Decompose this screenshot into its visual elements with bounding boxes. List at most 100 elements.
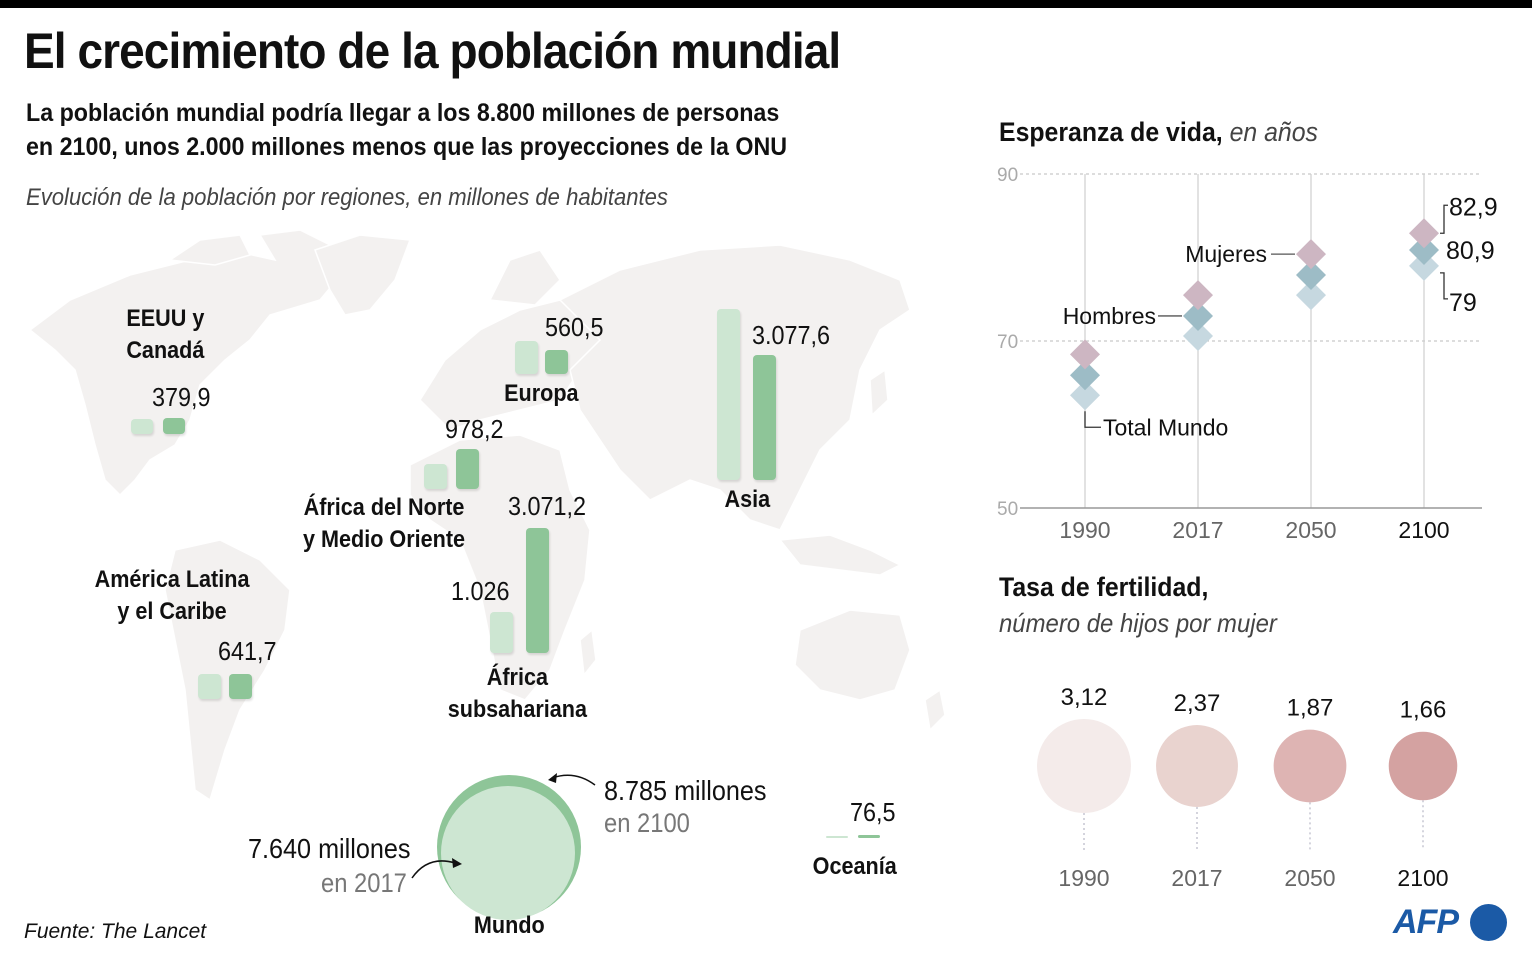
- life-expectancy-chart: 50 70 90 1990 2017 2050 2100 Mujeres Hombres Tota…: [997, 165, 1498, 543]
- arrow-2017: [411, 860, 456, 879]
- land-se-asia: [778, 534, 902, 576]
- fertility-subtitle: número de hijos por mujer: [999, 608, 1277, 638]
- region-name-line: y el Caribe: [117, 598, 227, 625]
- region-label-asia: Asia: [724, 486, 771, 513]
- world-circle-2017: [441, 786, 575, 920]
- bracket-total-2100: [1440, 272, 1448, 300]
- top-bar: [0, 0, 1532, 8]
- region-label-europe: Europa: [504, 380, 579, 407]
- land-greenland: [314, 234, 412, 316]
- region-name-line: América Latina: [94, 566, 250, 593]
- fertility-year-label: 2017: [1171, 865, 1222, 891]
- x-tick-label: 2050: [1285, 517, 1336, 543]
- bracket-mujeres-2100: [1440, 204, 1448, 234]
- arrowhead-2017: [452, 858, 462, 868]
- value-label-mujeres-2100: 82,9: [1449, 193, 1498, 221]
- world-sub-2100: en 2100: [604, 808, 690, 838]
- fertility-value-label: 3,12: [1061, 684, 1108, 711]
- y-tick-label: 70: [997, 332, 1018, 353]
- fertility-value-label: 2,37: [1174, 690, 1221, 717]
- map-caption: Evolución de la población por regiones, …: [26, 184, 668, 211]
- bar-usa-canada-2017: [131, 419, 153, 434]
- value-label-usa-canada-2100: 379,9: [152, 382, 211, 412]
- land-south-america: [164, 539, 291, 802]
- bar-ssa-2100: [526, 528, 549, 653]
- diamond-hombres: [1183, 300, 1213, 331]
- value-label-latin-america-2100: 641,7: [218, 636, 277, 666]
- fertility-year-label: 1990: [1058, 865, 1109, 891]
- region-name-line: EEUU y: [126, 305, 205, 332]
- series-label-total: Total Mundo: [1103, 414, 1228, 440]
- fertility-bubble-1990: [1037, 719, 1131, 813]
- value-label-oceania-2100: 76,5: [850, 797, 896, 827]
- world-label-2100: 8.785 millones: [604, 775, 767, 806]
- region-name-line: Canadá: [126, 337, 205, 364]
- bar-usa-canada-2100: [163, 418, 185, 434]
- diamond-hombres: [1296, 260, 1326, 291]
- diamond-mujeres: [1409, 218, 1439, 249]
- region-name-line: subsahariana: [447, 696, 587, 723]
- y-tick-label: 90: [997, 165, 1018, 186]
- afp-logo-text: AFP: [1393, 903, 1459, 941]
- land-scandinavia: [488, 249, 561, 306]
- land-madagascar: [579, 628, 597, 677]
- x-tick-label: 2100: [1398, 517, 1449, 543]
- bar-asia-2100: [753, 355, 776, 480]
- life-title-unit: en años: [1229, 117, 1318, 147]
- diamond-total-mundo: [1183, 320, 1213, 351]
- fertility-bubble-2050: [1273, 729, 1347, 803]
- diamond-hombres: [1409, 234, 1439, 265]
- page-title: El crecimiento de la población mundial: [24, 23, 841, 79]
- fertility-year-label: 2050: [1284, 865, 1335, 891]
- diamond-mujeres: [1183, 280, 1213, 311]
- bar-north-africa-2100: [456, 449, 479, 489]
- value-label-ssa-2017: 1.026: [451, 576, 510, 606]
- region-name-line: y Medio Oriente: [303, 526, 466, 553]
- world-arrows: [411, 773, 596, 879]
- leader-line-total: [1084, 411, 1101, 428]
- value-label-ssa-2100: 3.071,2: [508, 491, 587, 521]
- diamond-total-mundo: [1296, 280, 1326, 311]
- bar-europe-2017: [515, 341, 538, 374]
- region-name-line: África del Norte: [303, 494, 465, 521]
- bar-oceania-2100: [858, 835, 880, 838]
- value-label-europe-2100: 560,5: [545, 312, 604, 342]
- world-sub-2017: en 2017: [321, 868, 407, 898]
- bar-asia-2017: [717, 309, 740, 480]
- fertility-title: Tasa de fertilidad,: [999, 572, 1209, 602]
- value-label-total-2100: 79: [1449, 289, 1477, 317]
- subtitle-line-2: en 2100, unos 2.000 millones menos que l…: [26, 133, 788, 161]
- bar-europe-2100: [545, 350, 568, 374]
- world-label: Mundo: [473, 912, 545, 939]
- world-label-2017: 7.640 millones: [248, 833, 411, 864]
- diamond-mujeres: [1070, 339, 1100, 370]
- value-label-north-africa-2100: 978,2: [445, 414, 504, 444]
- fertility-value-label: 1,87: [1287, 695, 1334, 722]
- diamond-hombres: [1070, 360, 1100, 391]
- subtitle-line-1: La población mundial podría llegar a los…: [26, 99, 780, 127]
- source-note: Fuente: The Lancet: [24, 920, 207, 943]
- region-label-oceania: Oceanía: [812, 853, 897, 880]
- life-title-main: Esperanza de vida,: [999, 117, 1223, 147]
- series-label-mujeres: Mujeres: [1185, 241, 1267, 267]
- region-label-latin-america: América Latina y el Caribe: [95, 564, 250, 628]
- diamond-total-mundo: [1409, 250, 1439, 281]
- land-new-zealand: [924, 688, 946, 732]
- bar-north-africa-2017: [424, 464, 447, 489]
- land-japan: [869, 368, 889, 417]
- fertility-year-label: 2100: [1397, 865, 1448, 891]
- arrowhead-2100: [548, 773, 557, 783]
- region-label-ssa: África subsahariana: [448, 662, 587, 726]
- afp-logo-dot: [1470, 904, 1507, 941]
- region-label-usa-canada: EEUU y Canadá: [126, 303, 204, 367]
- value-label-hombres-2100: 80,9: [1446, 237, 1495, 265]
- bar-latin-america-2017: [198, 674, 221, 699]
- arrow-2100: [551, 774, 596, 786]
- series-label-hombres: Hombres: [1063, 303, 1156, 329]
- value-label-asia-2100: 3.077,6: [752, 320, 831, 350]
- page-subtitle: La población mundial podría llegar a los…: [26, 96, 863, 164]
- region-name-line: África: [486, 664, 548, 691]
- x-tick-label: 1990: [1059, 517, 1110, 543]
- land-canada-islands: [167, 234, 252, 266]
- life-expectancy-title: Esperanza de vida, en años: [999, 117, 1318, 148]
